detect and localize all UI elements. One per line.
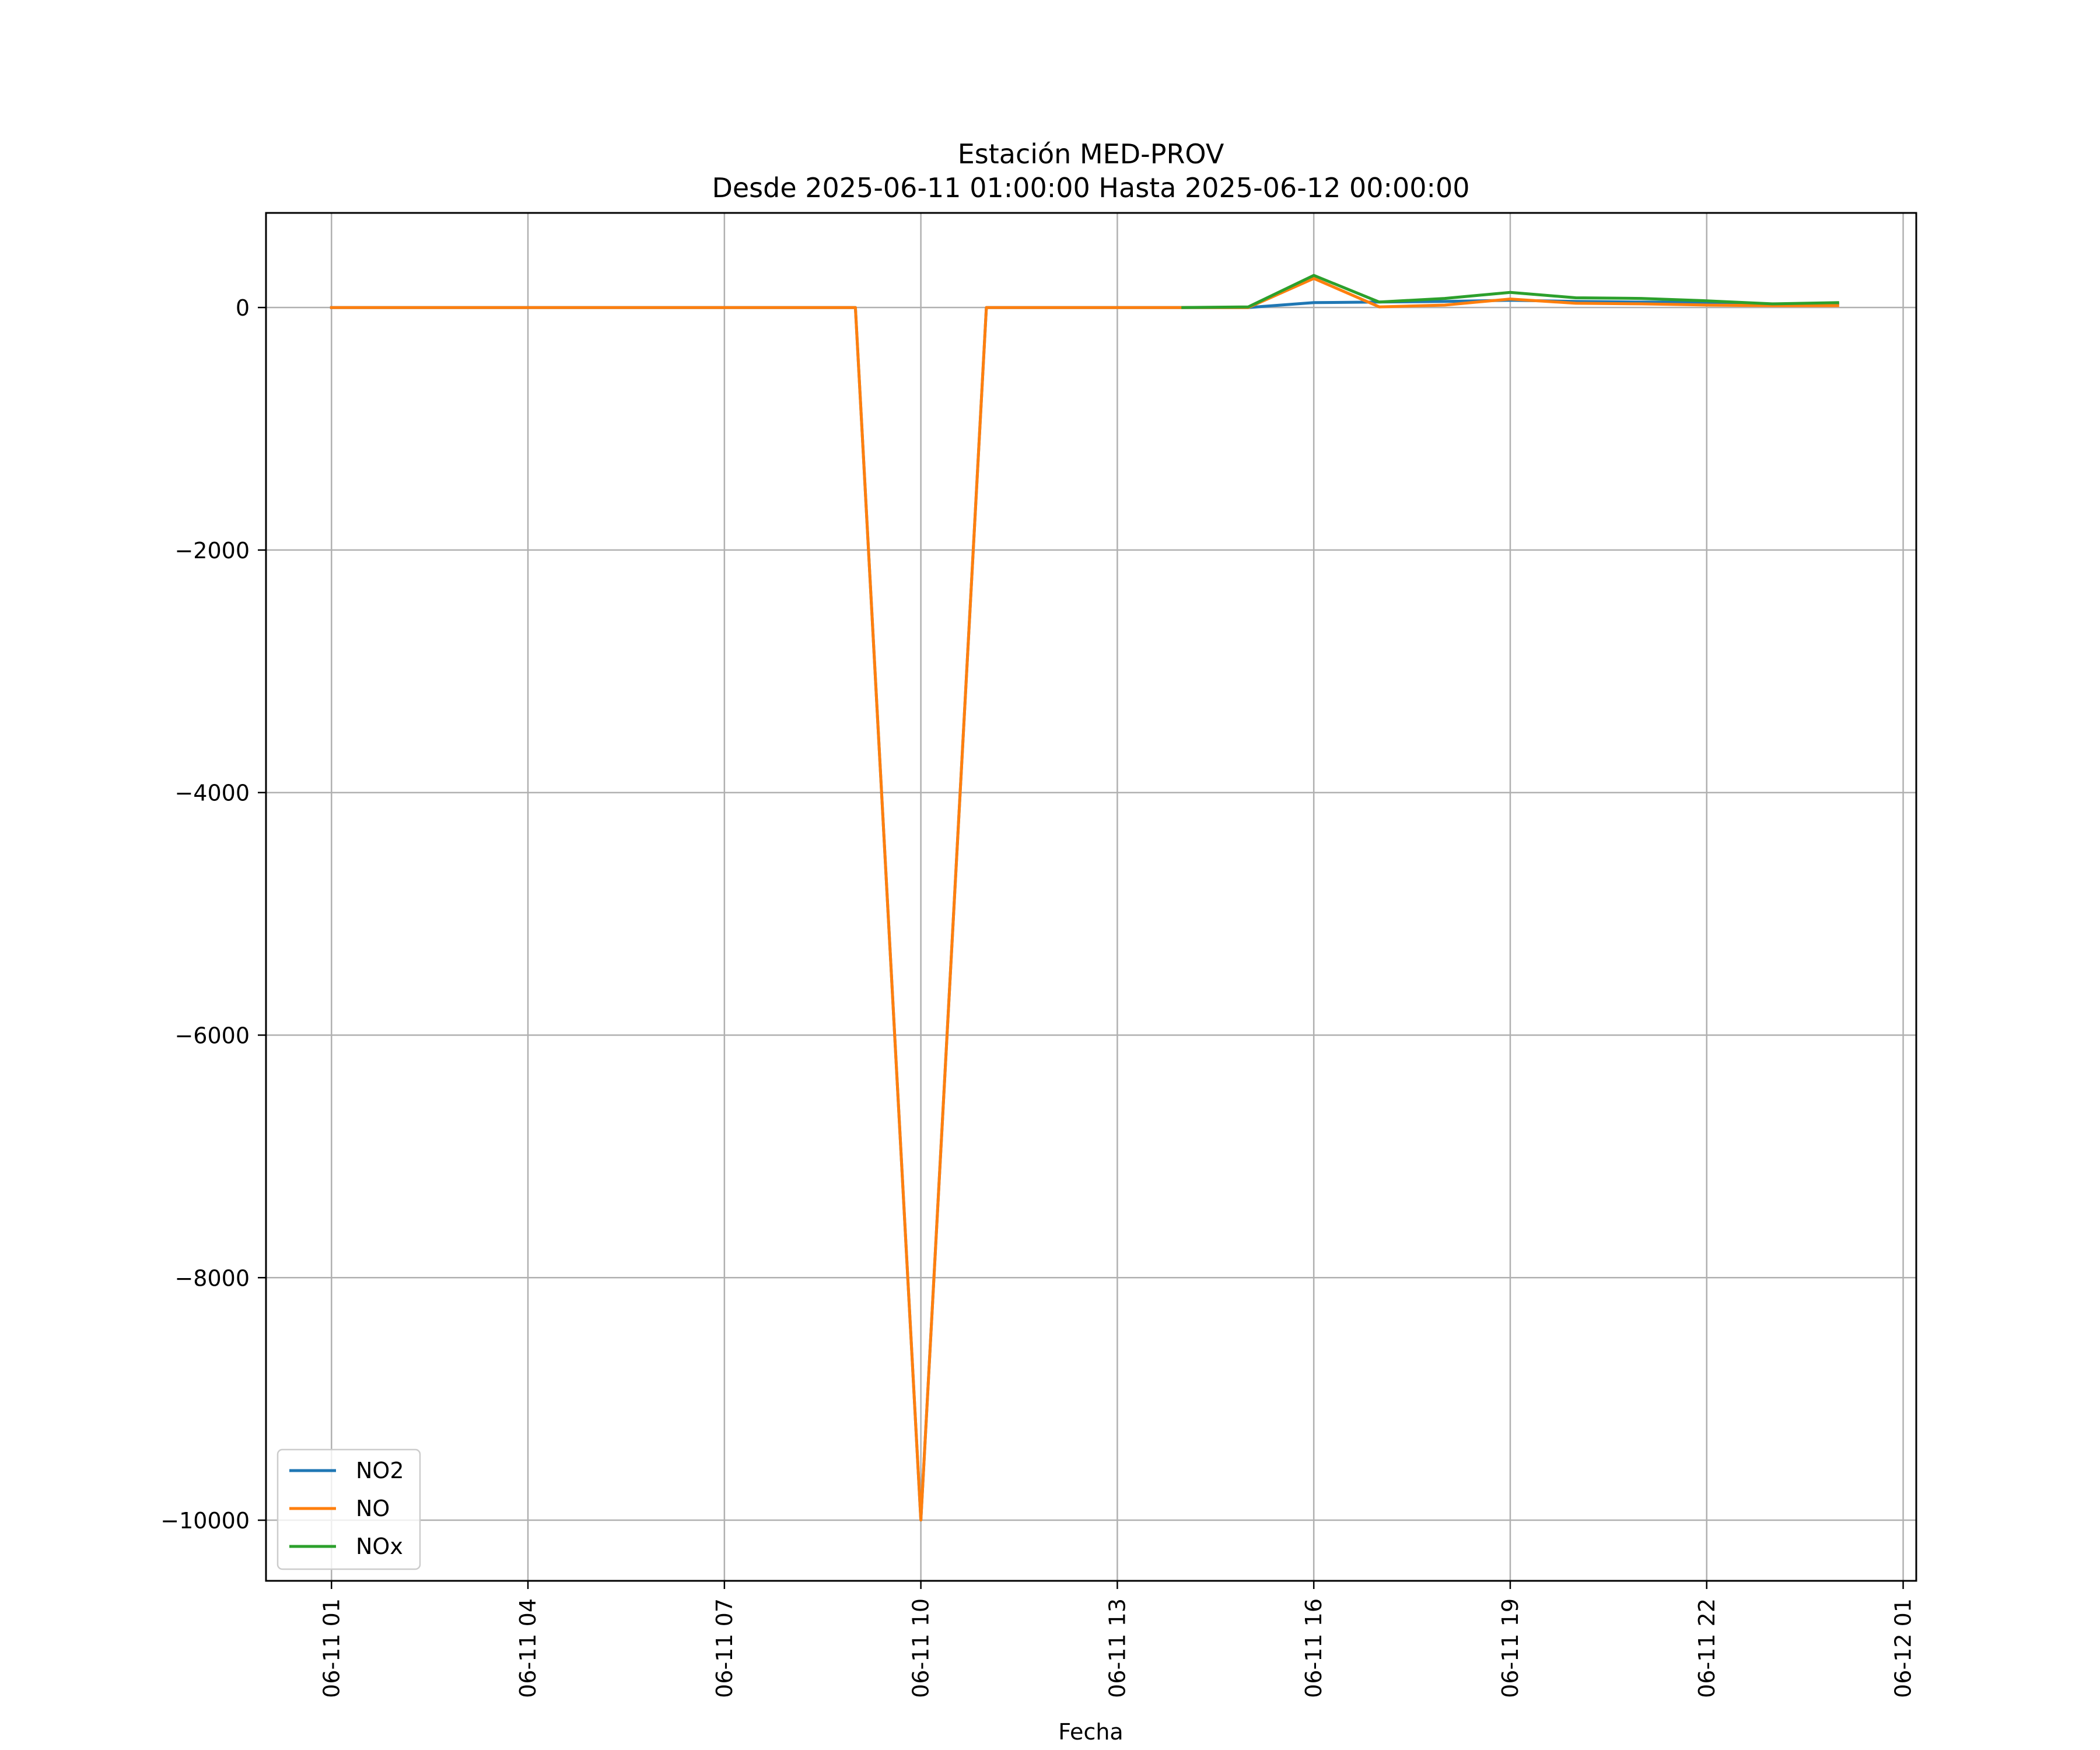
y-tick-label: −10000 xyxy=(160,1508,250,1534)
legend-label-nox: NOx xyxy=(356,1534,403,1559)
y-axis: 0 −2000 −4000 −6000 −8000 −10000 xyxy=(160,295,266,1534)
y-tick-label: −2000 xyxy=(174,538,250,564)
x-tick-label: 06-12 01 xyxy=(1891,1598,1916,1698)
x-tick-label: 06-11 07 xyxy=(712,1598,737,1698)
series-line-nox xyxy=(1181,274,1839,309)
x-axis: 06-11 01 06-11 04 06-11 07 06-11 10 06-11 13… xyxy=(318,1581,1916,1698)
chart-subtitle: Desde 2025-06-11 01:00:00 Hasta 2025-06-… xyxy=(712,172,1469,204)
y-tick-label: −8000 xyxy=(174,1265,250,1291)
y-tick-label: −6000 xyxy=(174,1023,250,1048)
x-tick-label: 06-11 10 xyxy=(908,1598,934,1698)
plot-frame xyxy=(265,212,1917,1582)
x-tick-label: 06-11 16 xyxy=(1301,1598,1326,1698)
x-tick-label: 06-11 04 xyxy=(515,1598,541,1698)
x-tick-label: 06-11 19 xyxy=(1497,1598,1523,1698)
x-tick-label: 06-11 13 xyxy=(1104,1598,1130,1698)
x-tick-label: 06-11 22 xyxy=(1694,1598,1720,1698)
y-tick-label: 0 xyxy=(236,295,250,321)
series-line-no xyxy=(330,276,1839,1522)
chart-title: Estación MED-PROV xyxy=(958,138,1224,170)
legend-box xyxy=(276,1448,421,1570)
x-tick-label: 06-11 01 xyxy=(318,1598,344,1698)
legend: NO2 NO NOx xyxy=(276,1448,421,1570)
legend-label-no: NO xyxy=(356,1496,390,1521)
x-axis-label: Fecha xyxy=(1058,1719,1123,1745)
series-lines xyxy=(330,274,1839,1522)
y-tick-label: −4000 xyxy=(174,780,250,806)
legend-label-no2: NO2 xyxy=(356,1458,404,1483)
